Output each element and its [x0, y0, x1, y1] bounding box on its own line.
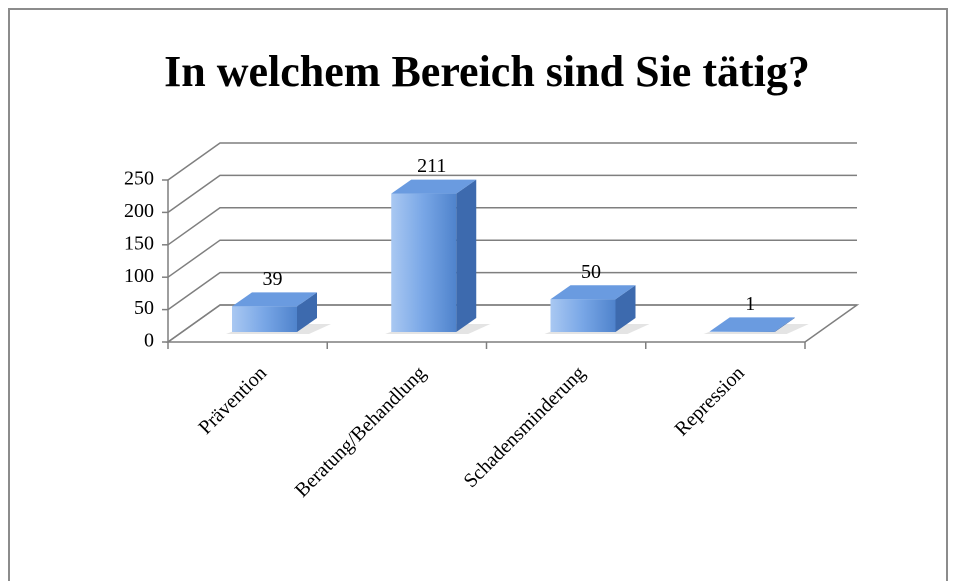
bar-top: [709, 317, 795, 332]
y-tick-label: 250: [124, 168, 154, 190]
bar-side: [297, 292, 317, 332]
bar: [709, 331, 775, 332]
bar-top: [232, 292, 317, 307]
y-tick-label: 150: [124, 232, 154, 254]
grid-line: [167, 207, 857, 246]
y-tick-label: 0: [144, 330, 154, 352]
y-tick-label: 50: [134, 297, 154, 319]
value-label: 211: [417, 155, 446, 177]
grid-line: [167, 304, 857, 343]
grid-line: [167, 239, 857, 278]
bar: [550, 299, 616, 332]
bar-top: [550, 285, 636, 300]
chart-title: In welchem Bereich sind Sie tätig?: [164, 47, 810, 96]
x-tick-label: Schadensminderung: [459, 362, 589, 492]
bar: [391, 193, 457, 332]
bar-top: [391, 179, 477, 194]
x-tick-label: Prävention: [194, 362, 271, 439]
grid-line: [167, 142, 857, 181]
x-tick-label: Repression: [670, 362, 748, 440]
frame: [8, 8, 948, 581]
grid-line: [167, 174, 857, 214]
value-label: 1: [745, 293, 755, 315]
value-label: 39: [263, 268, 283, 290]
y-tick-label: 200: [124, 200, 154, 222]
bar-side: [615, 285, 636, 332]
grid-line: [167, 271, 857, 311]
bar: [232, 306, 297, 332]
value-label: 50: [581, 261, 601, 283]
bar-side: [456, 179, 477, 332]
x-tick-label: Beratung/Behandlung: [291, 362, 431, 502]
y-tick-label: 100: [124, 265, 154, 287]
bar-side: [774, 317, 795, 332]
